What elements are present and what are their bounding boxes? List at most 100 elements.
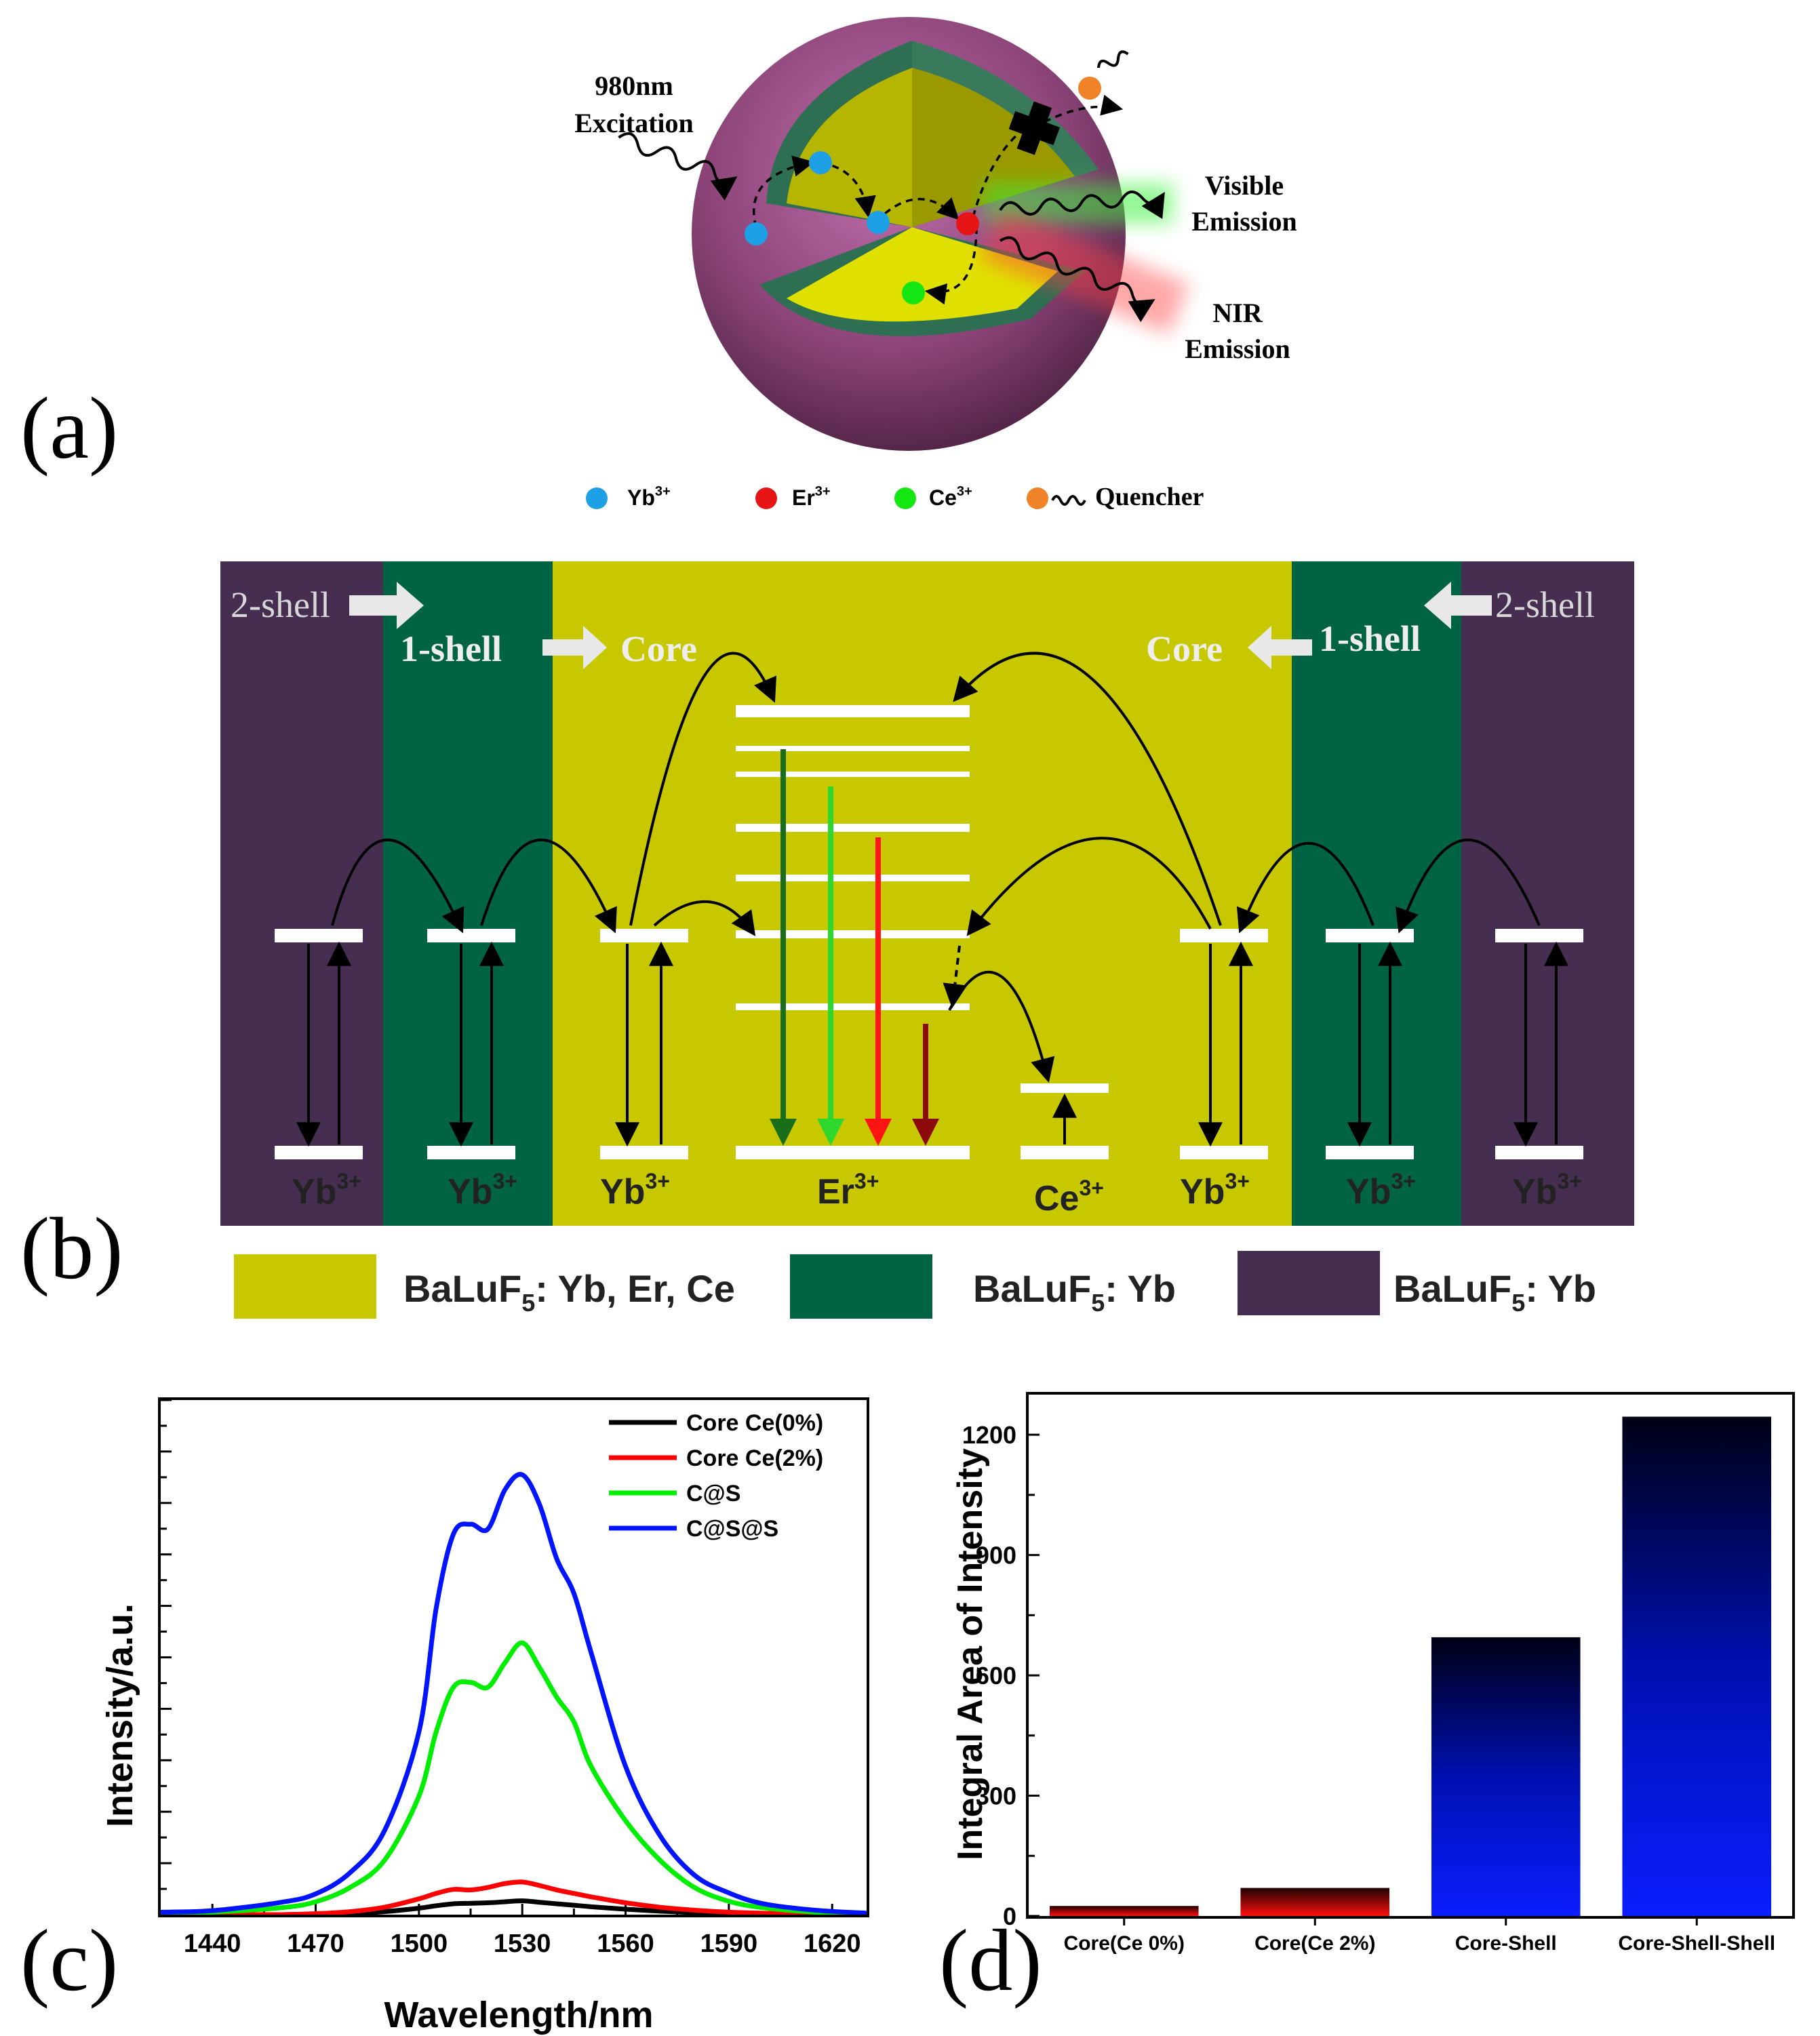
panel-d-bars — [1049, 1416, 1772, 1925]
yb-ion-3 — [867, 211, 890, 234]
core-region — [553, 561, 1292, 1226]
legend-yb-dot — [586, 487, 608, 509]
er-level-1 — [736, 705, 970, 717]
visible-emission-wave — [999, 191, 1165, 220]
er-nonradiative-relax — [943, 945, 968, 1009]
er-ion — [956, 212, 979, 235]
yb-level-upper-1 — [275, 929, 363, 942]
yb-level-upper-3 — [600, 929, 688, 942]
bar-2 — [1431, 1637, 1581, 1916]
legend-quencher-dot — [1027, 487, 1048, 509]
yb-level-lower-4 — [1180, 1146, 1268, 1159]
yb-ion-2 — [809, 151, 832, 174]
series-line-3 — [160, 1472, 867, 1916]
quencher-wave — [1097, 50, 1129, 68]
yb-level-lower-3 — [600, 1146, 688, 1159]
category-label-core-shell-shell: Core-Shell-Shell — [1618, 1932, 1775, 1955]
visible-label-2: Emission — [1191, 206, 1297, 237]
panel-c-legend: Core Ce(0%) Core Ce(2%) C@S C@S@S — [609, 1410, 823, 1542]
legend-shell2-swatch — [1238, 1251, 1380, 1315]
panel-d-label: (d) — [939, 1912, 1042, 2010]
yb-level-upper-4 — [1180, 929, 1268, 942]
shell1-right-region — [1292, 561, 1461, 1226]
ion-label-er: Er3+ — [817, 1169, 879, 1212]
legend-quencher-label: Quencher — [1095, 483, 1204, 511]
label-core-right: Core — [1146, 628, 1223, 669]
ytick-label-600: 600 — [976, 1662, 1016, 1690]
arrow-2shell-left — [349, 582, 424, 629]
er-level-5 — [736, 875, 970, 881]
arrow-1shell-right — [1248, 626, 1312, 669]
panel-c-ticks — [161, 1399, 833, 1916]
panel-d-category-labels: Core(Ce 0%) Core(Ce 2%) Core-Shell Core-… — [1064, 1932, 1776, 1955]
xtick-label-1500: 1500 — [391, 1930, 448, 1958]
nir-label-1: NIR — [1212, 298, 1263, 328]
legend-label-cs: C@S — [686, 1481, 740, 1506]
energy-transfer-curves — [331, 652, 1541, 1083]
shell2-right-region — [1461, 561, 1634, 1226]
xtick-label-1620: 1620 — [804, 1930, 861, 1958]
er-level-6 — [736, 930, 970, 938]
nir-emission-wave — [999, 236, 1155, 323]
bar-3 — [1622, 1416, 1772, 1916]
label-core-left: Core — [620, 628, 697, 669]
panel-a-label: (a) — [20, 380, 118, 477]
legend-shell1-swatch — [790, 1254, 932, 1319]
arrow-1shell-left — [542, 626, 607, 669]
panel-c: (c) Wavelength/nm Intensity/a.u. 1440 14… — [20, 1397, 869, 2035]
xtick-label-1470: 1470 — [287, 1930, 344, 1958]
yb-level-lower-1 — [275, 1146, 363, 1159]
er-levels — [736, 705, 970, 1159]
legend-ce-dot — [894, 487, 916, 509]
transfer-arrow-4 — [924, 226, 978, 305]
excitation-label-2: Excitation — [574, 108, 694, 138]
panel-c-xtick-labels: 1440 1470 1500 1530 1560 1590 1620 — [184, 1930, 861, 1958]
ion-label-yb-2: Yb3+ — [448, 1169, 517, 1212]
panel-d-ticks — [1029, 1433, 1040, 1917]
panel-a: (a) — [20, 17, 1297, 511]
yb-level-lower-6 — [1495, 1146, 1583, 1159]
nir-label-2: Emission — [1185, 334, 1290, 364]
blocked-cross-icon — [1008, 101, 1061, 155]
er-level-4 — [736, 824, 970, 832]
ytick-label-300: 300 — [976, 1782, 1016, 1810]
panel-d: (d) Integral Area of Intensity 0 300 600… — [939, 1392, 1795, 2010]
series-line-2 — [160, 1640, 867, 1917]
ion-label-yb-3: Yb3+ — [600, 1169, 670, 1212]
yb-levels — [275, 929, 1583, 1159]
legend-quencher-wave — [1051, 495, 1086, 506]
shell2-left-region — [220, 561, 383, 1226]
panel-d-frame — [1026, 1392, 1795, 1919]
ion-label-ce: Ce3+ — [1034, 1176, 1104, 1218]
panel-c-series — [160, 1472, 867, 1917]
transfer-arrow-2 — [820, 161, 876, 218]
shell1-left-region — [383, 561, 553, 1226]
legend-yb-label: Yb3+ — [627, 484, 671, 510]
visible-label-1: Visible — [1205, 170, 1284, 201]
ytick-label-900: 900 — [976, 1542, 1016, 1570]
excitation-label-1: 980nm — [595, 71, 673, 101]
xtick-label-1440: 1440 — [184, 1930, 241, 1958]
legend-shell2-text: BaLuF5: Yb — [1393, 1267, 1596, 1317]
legend-shell1-text: BaLuF5: Yb — [973, 1267, 1176, 1317]
panel-b: 2-shell 1-shell Core Core 1-shell 2-shel… — [20, 561, 1634, 1319]
legend-label-core-ce0: Core Ce(0%) — [686, 1410, 823, 1436]
label-1-shell-right: 1-shell — [1319, 618, 1421, 659]
ytick-label-0: 0 — [1003, 1902, 1016, 1930]
legend-er-label: Er3+ — [792, 484, 831, 510]
xtick-label-1560: 1560 — [597, 1930, 654, 1958]
bar-1 — [1240, 1888, 1390, 1916]
panel-b-legend: BaLuF5: Yb, Er, Ce BaLuF5: Yb BaLuF5: Yb — [234, 1251, 1596, 1319]
ion-labels: Yb3+ Yb3+ Yb3+ Er3+ Ce3+ Yb3+ Yb3+ Yb3+ — [292, 1169, 1582, 1218]
yb-level-upper-6 — [1495, 929, 1583, 942]
category-label-core-ce0: Core(Ce 0%) — [1064, 1932, 1185, 1955]
transfer-arrow-3 — [884, 197, 960, 220]
ion-label-yb-6: Yb3+ — [1512, 1169, 1582, 1212]
yb-ion-1 — [745, 222, 768, 245]
quencher-ion — [1078, 77, 1101, 100]
series-line-1 — [161, 1879, 867, 1917]
yb-level-upper-2 — [427, 929, 515, 942]
excitation-wave — [618, 132, 738, 201]
er-level-2 — [736, 746, 970, 751]
er-level-7 — [736, 1003, 970, 1010]
